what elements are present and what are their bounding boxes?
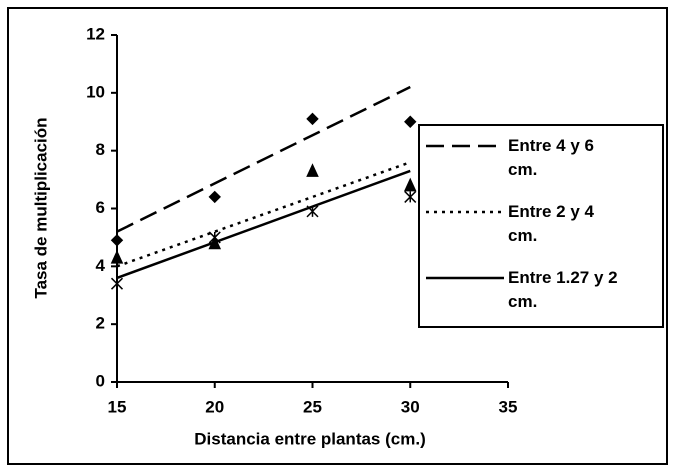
y-tick-label: 0 (96, 371, 105, 390)
marker (306, 205, 319, 218)
trend-line (116, 85, 411, 233)
y-tick-label: 4 (96, 256, 106, 275)
x-tick-label: 25 (303, 397, 322, 416)
x-tick-label: 30 (401, 397, 420, 416)
x-tick-label: 35 (499, 397, 518, 416)
legend-label: Entre 2 y 4 cm. (508, 202, 594, 245)
y-tick-label: 10 (86, 82, 105, 101)
y-tick-label: 2 (96, 314, 105, 333)
marker (404, 190, 417, 203)
legend-entry: Entre 4 y 6 cm. (424, 132, 660, 192)
trend-line (116, 169, 411, 280)
marker (208, 231, 221, 244)
y-tick-label: 6 (96, 198, 105, 217)
marker (404, 115, 417, 128)
y-axis-label: Tasa de multiplicación (31, 117, 50, 298)
legend-swatch (426, 144, 504, 148)
x-tick-label: 20 (205, 397, 224, 416)
legend-swatch (426, 210, 504, 214)
trend-line (116, 161, 411, 268)
y-tick-label: 8 (96, 140, 105, 159)
legend-entry: Entre 2 y 4 cm. (424, 198, 660, 258)
legend-swatch (426, 276, 504, 280)
marker (208, 190, 221, 204)
legend: Entre 4 y 6 cm. Entre 2 y 4 cm. Entre 1.27… (418, 124, 664, 328)
frame (7, 7, 668, 465)
marker (403, 177, 417, 192)
x-axis-label: Distancia entre plantas (cm.) (194, 429, 425, 448)
marker (110, 249, 124, 264)
x-tick-label: 15 (108, 397, 127, 416)
marker (306, 163, 319, 177)
legend-entry: Entre 1.27 y 2 cm. (424, 264, 660, 324)
y-tick-label: 12 (86, 24, 105, 43)
marker (110, 234, 124, 247)
marker (306, 112, 319, 126)
legend-label: Entre 1.27 y 2 cm. (508, 268, 618, 311)
marker (110, 277, 124, 290)
legend-label: Entre 4 y 6 cm. (508, 136, 594, 179)
